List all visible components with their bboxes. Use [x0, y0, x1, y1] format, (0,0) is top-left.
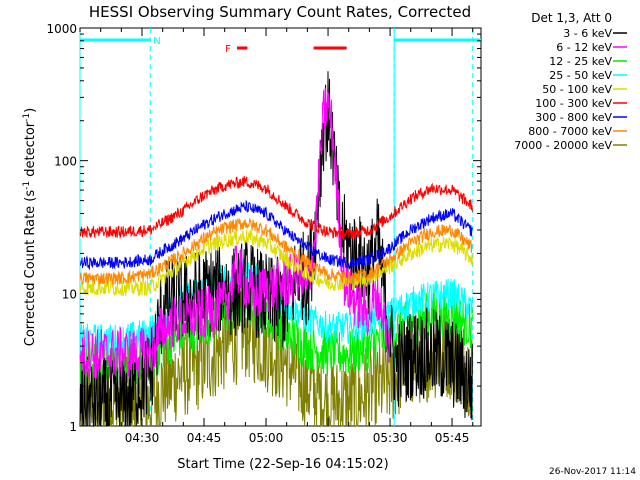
y-ticks: 1 10 100 1000 — [46, 22, 481, 434]
y-axis-label: Corrected Count Rate (s-1 detector-1) — [22, 108, 38, 346]
y-tick-label: 10 — [62, 287, 77, 301]
x-tick-label: 05:00 — [249, 431, 284, 445]
legend-label: 800 - 7000 keV — [528, 125, 612, 138]
y-tick-label: 100 — [54, 155, 77, 169]
footer-timestamp: 26-Nov-2017 11:14 — [549, 467, 636, 477]
series-line — [79, 199, 473, 271]
y-tick-label: 1 — [69, 420, 77, 434]
series-line — [79, 71, 473, 428]
x-ticks: 04:30 04:45 05:00 05:15 05:30 05:45 — [79, 28, 474, 445]
x-tick-label: 05:45 — [435, 431, 470, 445]
legend-label: 12 - 25 keV — [549, 55, 612, 68]
legend-label: 7000 - 20000 keV — [514, 139, 612, 152]
legend-label: 3 - 6 keV — [563, 27, 612, 40]
y-axis-label-main: Corrected Count Rate (s — [23, 190, 38, 347]
y-axis-label-sup1: -1 — [22, 181, 32, 190]
series-line — [79, 87, 391, 381]
series-line — [79, 217, 473, 286]
chart-title: HESSI Observing Summary Count Rates, Cor… — [89, 3, 471, 21]
legend-label: 300 - 800 keV — [535, 111, 612, 124]
legend-header: Det 1,3, Att 0 — [531, 11, 612, 25]
flare-label: F — [225, 44, 231, 55]
x-axis-label: Start Time (22-Sep-16 04:15:02) — [177, 457, 388, 472]
series-line — [79, 175, 473, 242]
y-tick-label: 1000 — [46, 22, 77, 36]
y-axis-label-sup2: -1 — [22, 113, 32, 122]
x-tick-label: 05:15 — [311, 431, 346, 445]
night-label: N — [153, 36, 160, 47]
legend-label: 100 - 300 keV — [535, 97, 612, 110]
x-tick-label: 04:30 — [125, 431, 160, 445]
plot-area: N F 04:30 04:45 05:00 05:15 05:30 05:45 1 10 100… — [46, 22, 482, 445]
legend-label: 6 - 12 keV — [556, 41, 612, 54]
series-layer — [79, 71, 473, 428]
x-tick-label: 04:45 — [187, 431, 222, 445]
series-line — [79, 229, 473, 297]
y-axis-label-mid: detector — [23, 121, 38, 181]
legend-label: 25 - 50 keV — [549, 69, 612, 82]
y-axis-label-end: ) — [23, 108, 38, 113]
legend-label: 50 - 100 keV — [542, 83, 612, 96]
x-tick-label: 05:30 — [373, 431, 408, 445]
